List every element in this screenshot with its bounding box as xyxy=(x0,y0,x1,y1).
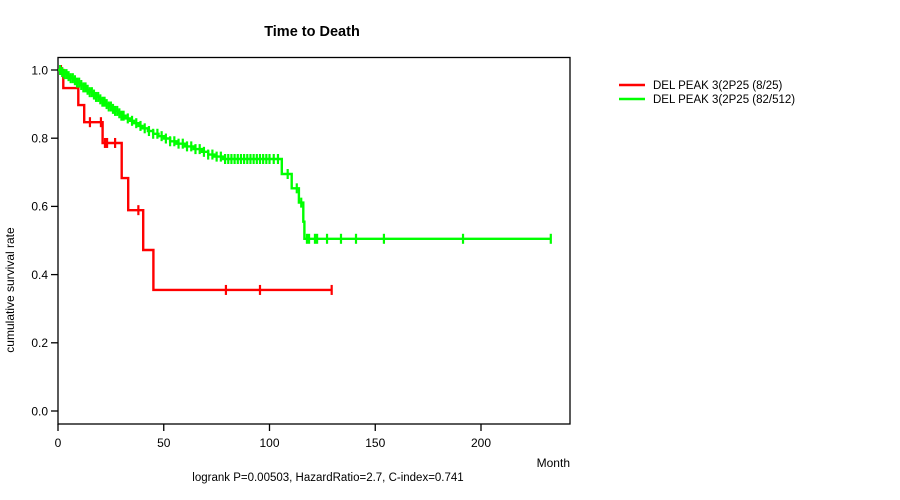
x-tick-label: 0 xyxy=(55,436,62,450)
y-tick-label: 0.2 xyxy=(31,336,48,350)
x-tick-label: 100 xyxy=(259,436,279,450)
y-tick-label: 0.6 xyxy=(31,200,48,214)
x-tick-label: 50 xyxy=(157,436,171,450)
y-tick-label: 0.4 xyxy=(31,268,48,282)
plot-border xyxy=(57,56,571,425)
y-axis-ticks: 0.0 0.2 0.4 0.6 0.8 1.0 xyxy=(31,63,58,418)
survival-curve-green xyxy=(58,68,551,240)
y-tick-label: 0.8 xyxy=(31,132,48,146)
legend-label-red: DEL PEAK 3(2P25 (8/25) xyxy=(653,80,783,92)
x-axis-label: Month xyxy=(537,456,570,470)
y-tick-label: 0.0 xyxy=(31,404,48,418)
legend-label-green: DEL PEAK 3(2P25 (82/512) xyxy=(653,94,795,106)
x-tick-label: 150 xyxy=(365,436,385,450)
x-tick-label: 200 xyxy=(471,436,491,450)
y-axis-label: cumulative survival rate xyxy=(3,227,17,353)
survival-curve-red xyxy=(58,68,332,292)
series-green xyxy=(58,65,552,244)
legend: DEL PEAK 3(2P25 (8/25) DEL PEAK 3(2P25 (… xyxy=(619,80,795,106)
x-axis-ticks: 0 50 100 150 200 xyxy=(55,424,491,450)
y-tick-label: 1.0 xyxy=(31,63,48,77)
chart-title: Time to Death xyxy=(264,24,360,40)
footer-annotation: logrank P=0.00503, HazardRatio=2.7, C-in… xyxy=(192,472,463,484)
survival-curves xyxy=(58,65,552,295)
